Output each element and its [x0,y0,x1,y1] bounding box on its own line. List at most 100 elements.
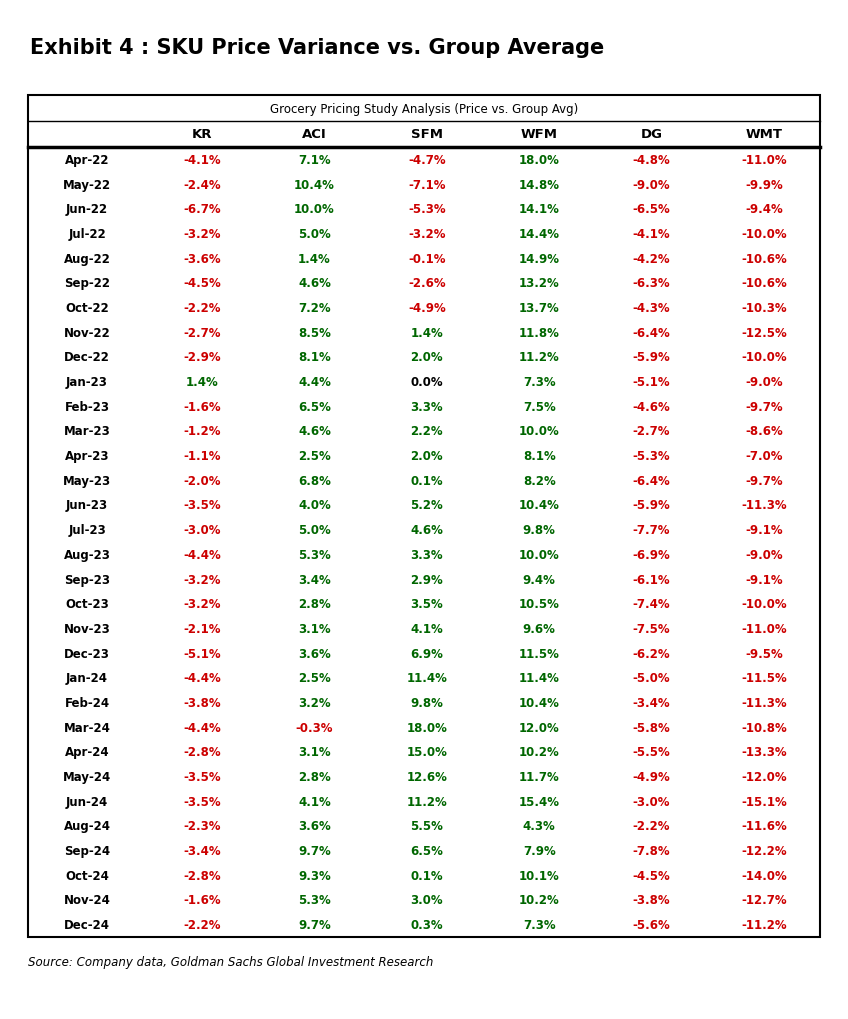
Text: 9.6%: 9.6% [522,623,555,635]
Text: 10.0%: 10.0% [519,548,560,561]
Text: Aug-23: Aug-23 [64,548,110,561]
Text: -6.9%: -6.9% [633,548,671,561]
Text: Apr-22: Apr-22 [64,154,109,167]
Text: Mar-24: Mar-24 [64,721,110,734]
Text: -0.3%: -0.3% [296,721,333,734]
Text: 2.8%: 2.8% [298,597,331,610]
Text: -9.9%: -9.9% [745,178,783,192]
Text: -3.2%: -3.2% [183,597,221,610]
Text: -1.2%: -1.2% [183,425,221,438]
Text: -7.1%: -7.1% [408,178,445,192]
Text: 5.5%: 5.5% [410,819,444,833]
Text: -4.1%: -4.1% [183,154,221,167]
Text: Dec-22: Dec-22 [64,351,110,364]
Text: 5.3%: 5.3% [298,894,331,907]
Text: -4.5%: -4.5% [633,869,671,881]
Text: 11.7%: 11.7% [519,770,560,784]
Text: 14.9%: 14.9% [519,253,560,265]
Text: -5.9%: -5.9% [633,499,671,512]
Text: Oct-24: Oct-24 [65,869,109,881]
Text: -2.2%: -2.2% [183,302,221,315]
Text: 0.1%: 0.1% [410,869,444,881]
Text: DG: DG [640,128,662,142]
Text: 4.3%: 4.3% [522,819,555,833]
Text: 3.6%: 3.6% [298,647,331,660]
Text: -2.8%: -2.8% [183,746,221,758]
Text: 2.8%: 2.8% [298,770,331,784]
Text: -8.6%: -8.6% [745,425,783,438]
Text: -1.1%: -1.1% [183,449,221,463]
Text: -7.8%: -7.8% [633,845,670,857]
Text: -2.4%: -2.4% [183,178,221,192]
Text: -4.4%: -4.4% [183,672,221,685]
Text: 1.4%: 1.4% [298,253,331,265]
Text: Jan-23: Jan-23 [66,376,108,388]
Text: 11.5%: 11.5% [519,647,560,660]
Text: 2.0%: 2.0% [410,449,444,463]
Text: -11.6%: -11.6% [741,819,787,833]
Text: -2.1%: -2.1% [183,623,221,635]
Text: -4.4%: -4.4% [183,721,221,734]
Text: 18.0%: 18.0% [519,154,560,167]
Text: Aug-22: Aug-22 [64,253,110,265]
Text: 11.4%: 11.4% [406,672,447,685]
Text: WFM: WFM [521,128,558,142]
Text: -6.3%: -6.3% [633,277,670,290]
Text: 9.7%: 9.7% [298,918,331,931]
Text: -6.5%: -6.5% [633,203,671,216]
Text: Dec-24: Dec-24 [64,918,110,931]
Text: 10.5%: 10.5% [519,597,560,610]
Text: -6.4%: -6.4% [633,474,671,487]
Text: -10.6%: -10.6% [741,253,787,265]
Text: 9.3%: 9.3% [298,869,331,881]
Text: -4.2%: -4.2% [633,253,670,265]
Text: -4.4%: -4.4% [183,548,221,561]
Text: 6.5%: 6.5% [298,400,331,414]
Text: -3.8%: -3.8% [183,696,221,709]
Text: -6.4%: -6.4% [633,326,671,339]
Text: 10.0%: 10.0% [294,203,335,216]
Text: Jul-23: Jul-23 [68,524,106,537]
Text: -4.9%: -4.9% [633,770,671,784]
Text: -10.0%: -10.0% [741,597,787,610]
Text: 7.3%: 7.3% [523,918,555,931]
Text: -9.0%: -9.0% [745,548,783,561]
Text: 10.4%: 10.4% [519,499,560,512]
Text: 0.0%: 0.0% [410,376,444,388]
Text: -11.3%: -11.3% [741,696,787,709]
Text: Feb-24: Feb-24 [64,696,109,709]
Text: -5.9%: -5.9% [633,351,671,364]
Text: -11.2%: -11.2% [741,918,787,931]
Text: -4.9%: -4.9% [408,302,446,315]
Text: 3.1%: 3.1% [298,746,331,758]
Text: -4.1%: -4.1% [633,227,670,240]
Text: -5.6%: -5.6% [633,918,671,931]
Text: 2.5%: 2.5% [298,672,331,685]
Text: Source: Company data, Goldman Sachs Global Investment Research: Source: Company data, Goldman Sachs Glob… [28,955,433,968]
Text: 13.7%: 13.7% [519,302,560,315]
Text: -5.0%: -5.0% [633,672,670,685]
Text: Nov-22: Nov-22 [64,326,110,339]
Text: 7.3%: 7.3% [523,376,555,388]
Text: 1.4%: 1.4% [186,376,219,388]
Text: 12.0%: 12.0% [519,721,560,734]
Text: -4.5%: -4.5% [183,277,221,290]
Text: -14.0%: -14.0% [741,869,787,881]
Text: 11.8%: 11.8% [519,326,560,339]
Text: -7.0%: -7.0% [745,449,783,463]
Text: Sep-22: Sep-22 [64,277,110,290]
Text: 12.6%: 12.6% [406,770,447,784]
Text: 6.8%: 6.8% [298,474,331,487]
Text: 4.0%: 4.0% [298,499,331,512]
Text: May-24: May-24 [63,770,111,784]
Text: Jun-23: Jun-23 [66,499,108,512]
Text: -0.1%: -0.1% [408,253,445,265]
Text: 6.5%: 6.5% [410,845,444,857]
Text: 14.4%: 14.4% [519,227,560,240]
Text: 10.1%: 10.1% [519,869,560,881]
Text: 9.7%: 9.7% [298,845,331,857]
Text: May-23: May-23 [63,474,111,487]
Text: 15.0%: 15.0% [406,746,447,758]
Text: -3.5%: -3.5% [183,499,221,512]
Text: Dec-23: Dec-23 [64,647,110,660]
